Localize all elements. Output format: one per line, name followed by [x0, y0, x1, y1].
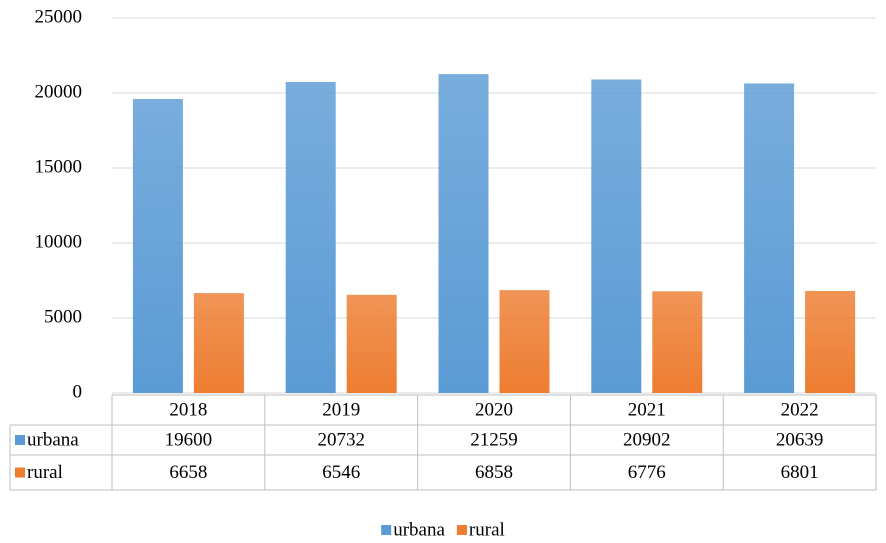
- table-legend-key: [15, 435, 25, 445]
- y-tick-label: 5000: [44, 306, 82, 327]
- bar: [438, 74, 489, 394]
- bar: [591, 79, 642, 393]
- y-tick-label: 25000: [35, 6, 83, 27]
- table-row-label: rural: [27, 462, 63, 483]
- y-tick-label: 20000: [35, 81, 83, 102]
- bar: [652, 291, 703, 393]
- x-tick-label: 2020: [475, 399, 513, 420]
- table-value: 20732: [317, 429, 365, 450]
- y-tick-label: 15000: [35, 156, 83, 177]
- table-value: 6801: [781, 462, 819, 483]
- x-tick-label: 2019: [322, 399, 360, 420]
- bar: [132, 99, 183, 393]
- bar: [744, 83, 795, 393]
- x-tick-label: 2022: [781, 399, 819, 420]
- legend-label: urbana: [393, 519, 445, 540]
- table-value: 19600: [165, 429, 213, 450]
- table-value: 6858: [475, 462, 513, 483]
- bar: [499, 290, 550, 393]
- y-tick-label: 10000: [35, 231, 83, 252]
- table-value: 6546: [322, 462, 360, 483]
- table-legend-key: [15, 467, 25, 478]
- table-row-label: urbana: [27, 429, 79, 450]
- bar: [285, 82, 336, 394]
- table-value: 6658: [169, 462, 207, 483]
- legend-key: [381, 525, 392, 535]
- table-value: 20902: [623, 429, 671, 450]
- table-value: 21259: [470, 429, 518, 450]
- table-value: 6776: [628, 462, 666, 483]
- bar: [805, 290, 856, 393]
- legend-label: rural: [469, 519, 505, 540]
- y-tick-label: 0: [73, 381, 83, 402]
- bar: [346, 294, 397, 393]
- x-tick-label: 2021: [628, 399, 666, 420]
- table-value: 20639: [776, 429, 824, 450]
- legend-key: [456, 525, 467, 535]
- x-tick-label: 2018: [169, 399, 207, 420]
- bar: [193, 293, 244, 393]
- legend: urbana rural: [381, 519, 505, 540]
